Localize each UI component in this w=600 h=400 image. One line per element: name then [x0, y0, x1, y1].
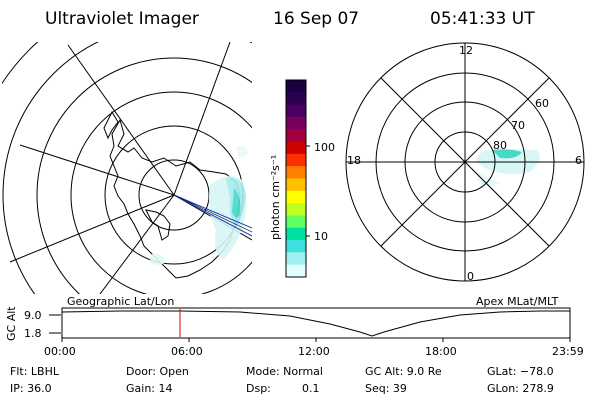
info-ip: IP: 36.0 [10, 382, 52, 395]
lat-circle-60 [70, 91, 252, 294]
colorbar-stripe [286, 227, 306, 241]
colorbar-stripe [286, 116, 306, 130]
meridian [173, 42, 231, 196]
info-dsp-label: Dsp: [246, 382, 271, 395]
timeline-ylabel: GC Alt [5, 306, 18, 341]
colorbar-stripe [286, 190, 306, 204]
colorbar-stripe [286, 141, 306, 155]
info-glon: GLon: 278.9 [487, 382, 554, 395]
info-door: Door: Open [126, 365, 189, 378]
colorbar-stripe [286, 129, 306, 143]
colorbar-stripe [286, 153, 306, 167]
altitude-timeline [49, 307, 571, 342]
aurora-emission-geo [150, 145, 248, 265]
apex-map [345, 42, 585, 282]
mlt-label-12: 12 [459, 44, 473, 57]
meridian [99, 194, 175, 294]
geographic-map [2, 42, 252, 294]
mlt-label-6: 6 [575, 154, 582, 167]
altitude-curve [61, 310, 570, 337]
lat-circle-50 [36, 57, 252, 294]
info-mode: Mode: Normal [246, 365, 323, 378]
colorbar-stripe [286, 92, 306, 106]
view-ray [173, 194, 252, 237]
apex-caption: Apex MLat/MLT [476, 295, 559, 308]
time-tick-label: 06:00 [171, 345, 203, 358]
date-label: 16 Sep 07 [273, 9, 360, 29]
geographic-caption: Geographic Lat/Lon [67, 295, 175, 308]
mlat-label-80: 80 [493, 139, 507, 152]
colorbar-stripe [286, 80, 306, 93]
colorbar-stripe [286, 264, 306, 278]
meridian [67, 44, 175, 196]
time-tick-label: 12:00 [298, 345, 330, 358]
ice-shelf [145, 209, 171, 241]
time-label: 05:41:33 UT [430, 9, 535, 29]
lat-circle-40 [2, 42, 252, 294]
colorbar-stripe [286, 203, 306, 216]
colorbar [285, 79, 310, 278]
time-tick-label: 00:00 [44, 345, 76, 358]
info-seq: Seq: 39 [365, 382, 407, 395]
info-dsp-value: 0.1 [302, 382, 320, 395]
colorbar-label-100: 100 [314, 141, 335, 154]
meridian [19, 144, 175, 196]
time-tick-label: 18:00 [425, 345, 457, 358]
colorbar-stripe [286, 240, 306, 253]
info-filter: Flt: LBHL [10, 365, 59, 378]
info-gain: Gain: 14 [126, 382, 173, 395]
colorbar-stripe [286, 166, 306, 179]
antarctica-coastline [109, 118, 241, 279]
colorbar-label-10: 10 [314, 230, 328, 243]
mlt-line-diag [380, 77, 550, 247]
mlat-label-70: 70 [511, 119, 525, 132]
info-gc-alt: GC Alt: 9.0 Re [365, 365, 442, 378]
colorbar-stripe [286, 215, 306, 229]
alt-tick-label-bottom: 1.8 [24, 327, 42, 340]
colorbar-stripe [286, 252, 306, 266]
colorbar-stripe [286, 104, 306, 118]
mlt-label-18: 18 [347, 154, 361, 167]
colorbar-unit-label: photon cm⁻²s⁻¹ [269, 154, 282, 240]
instrument-title: Ultraviolet Imager [45, 9, 199, 29]
mlat-label-60: 60 [535, 97, 549, 110]
time-tick-label: 23:59 [552, 345, 584, 358]
meridian [9, 194, 175, 263]
colorbar-stripe [286, 178, 306, 192]
alt-tick-label-top: 9.0 [24, 309, 42, 322]
peninsula [103, 110, 119, 140]
mlt-label-0: 0 [467, 270, 474, 283]
info-glat: GLat: −78.0 [487, 365, 554, 378]
